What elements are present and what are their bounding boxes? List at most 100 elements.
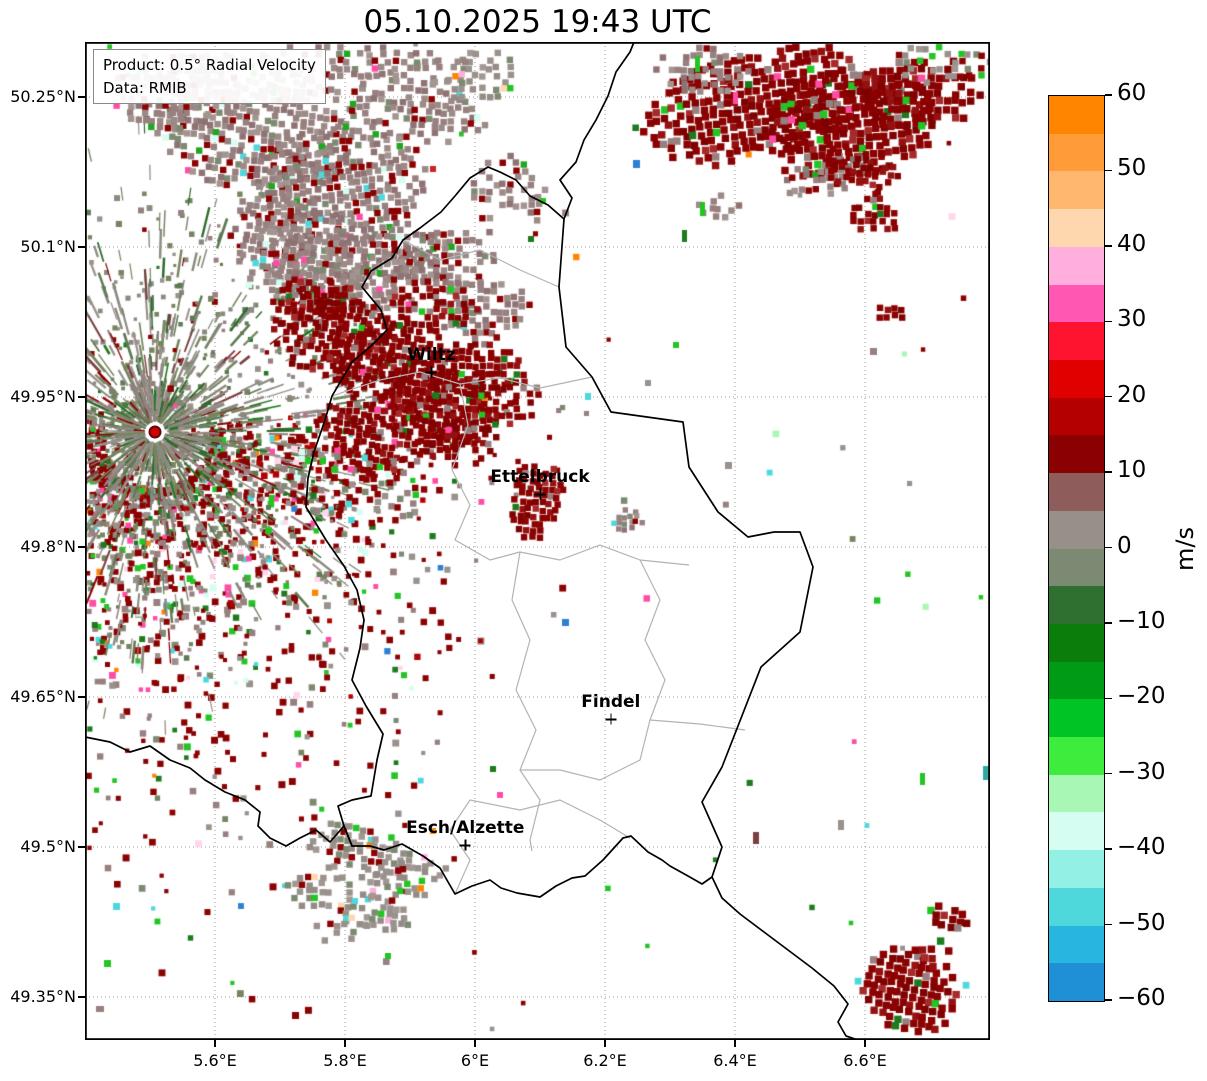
colorbar-segment [1049, 96, 1104, 135]
district-border [639, 559, 746, 731]
colorbar-tick [1105, 320, 1112, 322]
colorbar-tick [1105, 169, 1112, 172]
colorbar-tick-label: −30 [1117, 758, 1166, 785]
colorbar-tick-label: 10 [1117, 457, 1147, 484]
colorbar-segment [1049, 397, 1104, 437]
city-label: Wiltz [407, 345, 456, 365]
colorbar-tick-label: −10 [1117, 607, 1166, 634]
district-border [402, 239, 560, 288]
city-marker [605, 713, 617, 725]
x-axis-tick-label: 5.8°E [323, 1051, 367, 1070]
colorbar-segment [1049, 133, 1104, 173]
city-marker [459, 839, 471, 851]
colorbar-tick [1105, 546, 1112, 549]
radar-echo-layer [85, 42, 990, 1040]
colorbar-tick [1105, 923, 1112, 926]
colorbar-tick-label: −60 [1117, 985, 1166, 1011]
map-plot: Product: 0.5° Radial Velocity Data: RMIB [85, 42, 990, 1040]
colorbar-segment [1049, 322, 1104, 361]
x-axis-tick-label: 6°E [460, 1051, 490, 1070]
colorbar-segment [1049, 586, 1104, 625]
colorbar-segment [1049, 209, 1104, 248]
city-marker [425, 366, 437, 378]
y-axis-tick [78, 396, 85, 398]
x-axis-tick [344, 1040, 346, 1047]
y-axis-tick-label: 49.65°N [10, 687, 76, 706]
colorbar-tick [1105, 999, 1112, 1001]
colorbar-segment [1049, 246, 1104, 286]
country-borders-layer [85, 42, 990, 1040]
x-axis-tick [604, 1040, 606, 1047]
y-axis-tick [78, 996, 85, 998]
colorbar-tick-label: −50 [1117, 909, 1166, 936]
colorbar-tick [1105, 245, 1112, 247]
france-germany-border [711, 876, 859, 1040]
colorbar-tick [1105, 848, 1112, 850]
colorbar-segment [1049, 699, 1104, 738]
y-axis-tick [78, 696, 85, 698]
product-line: Product: 0.5° Radial Velocity [103, 56, 316, 74]
district-border [520, 719, 651, 781]
x-axis-tick [474, 1040, 476, 1047]
colorbar-segment [1049, 359, 1104, 399]
colorbar-tick-label: −20 [1117, 683, 1166, 710]
colorbar-segment [1049, 737, 1104, 776]
colorbar-tick-label: 60 [1117, 80, 1147, 106]
colorbar-segment [1049, 284, 1104, 323]
colorbar-segment [1049, 925, 1104, 964]
colorbar-segment [1049, 435, 1104, 474]
x-axis-tick [864, 1040, 866, 1047]
luxembourg-border [305, 166, 814, 898]
colorbar-segment [1049, 774, 1104, 814]
colorbar-bar [1048, 95, 1105, 1002]
colorbar-segment [1049, 473, 1104, 512]
colorbar-segment [1049, 171, 1104, 210]
data-source-line: Data: RMIB [103, 78, 187, 97]
y-axis-tick [78, 96, 85, 98]
city-label: Ettelbruck [490, 467, 590, 487]
y-axis-tick-label: 49.95°N [10, 387, 76, 406]
colorbar-tick-label: 30 [1117, 306, 1147, 333]
colorbar-unit-label: m/s [1171, 527, 1199, 571]
colorbar-tick [1105, 622, 1112, 624]
colorbar-segment [1049, 510, 1104, 550]
x-axis-tick [734, 1040, 736, 1047]
y-axis-tick-label: 50.1°N [20, 237, 76, 256]
colorbar-tick [1105, 697, 1112, 700]
colorbar-tick-label: −40 [1117, 834, 1166, 861]
colorbar-segment [1049, 812, 1104, 851]
district-border [449, 799, 631, 895]
x-axis-tick-label: 6.2°E [583, 1051, 627, 1070]
france-belgium-border [85, 736, 353, 847]
y-axis-tick [78, 546, 85, 548]
product-info-box: Product: 0.5° Radial Velocity Data: RMIB [93, 49, 326, 104]
colorbar-tick-label: 50 [1117, 155, 1147, 182]
x-axis-tick [214, 1040, 216, 1047]
colorbar-segment [1049, 850, 1104, 889]
colorbar-segment [1049, 887, 1104, 927]
colorbar-tick [1105, 773, 1112, 775]
x-axis-tick-label: 6.4°E [713, 1051, 757, 1070]
colorbar-tick-label: 40 [1117, 230, 1147, 257]
colorbar-tick-label: 0 [1117, 532, 1132, 559]
colorbar-tick-label: 20 [1117, 381, 1147, 408]
colorbar-tick [1105, 395, 1112, 398]
radar-site-marker [148, 425, 162, 439]
y-axis-tick-label: 49.8°N [20, 537, 76, 556]
colorbar-tick [1105, 471, 1112, 473]
city-label: Findel [581, 692, 641, 712]
belgium-germany-border [559, 42, 635, 220]
y-axis-tick-label: 50.25°N [10, 87, 76, 106]
colorbar-segment [1049, 661, 1104, 701]
y-axis-tick-label: 49.5°N [20, 837, 76, 856]
x-axis-tick-label: 5.6°E [193, 1051, 237, 1070]
colorbar-tick [1105, 94, 1112, 96]
y-axis-tick-label: 49.35°N [10, 987, 76, 1006]
y-axis-tick [78, 246, 85, 248]
city-label: Esch/Alzette [406, 818, 525, 838]
x-axis-tick-label: 6.6°E [843, 1051, 887, 1070]
colorbar-segment [1049, 963, 1104, 1001]
colorbar-segment [1049, 548, 1104, 587]
district-border [511, 551, 541, 852]
